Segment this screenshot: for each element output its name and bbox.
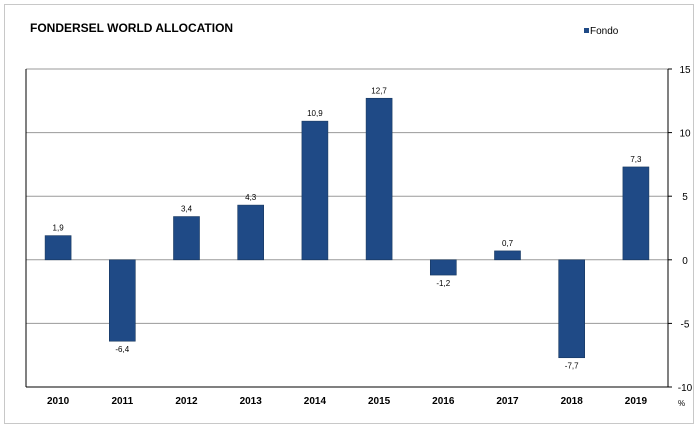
data-label-2019: 7,3 xyxy=(630,155,642,164)
bar-2017 xyxy=(494,250,521,261)
chart-title: FONDERSEL WORLD ALLOCATION xyxy=(30,21,233,35)
bar-2018 xyxy=(558,259,586,359)
x-tick-label-2018: 2018 xyxy=(561,396,584,407)
x-tick-label-2016: 2016 xyxy=(432,396,455,407)
bar-2014 xyxy=(301,120,329,261)
bar-2013 xyxy=(237,204,264,261)
y-tick-label--10: -10 xyxy=(678,383,693,394)
data-labels: 1,9 -6,4 3,4 4,3 10,9 12,7 -1,2 0,7 -7,7 7,3 xyxy=(53,86,642,370)
y-tick-labels: -10 -5 0 5 10 15 xyxy=(678,65,693,394)
x-tick-labels: 2010 2011 2012 2013 2014 2015 2016 2017 2018 2019 xyxy=(47,396,647,407)
bar-2011 xyxy=(109,259,136,342)
data-label-2016: -1,2 xyxy=(436,279,450,288)
bars xyxy=(44,97,650,359)
data-label-2017: 0,7 xyxy=(502,239,514,248)
legend-label-fondo: Fondo xyxy=(590,26,619,37)
y-tick-label-0: 0 xyxy=(682,256,688,267)
y-unit-label: % xyxy=(678,399,685,408)
data-label-2018: -7,7 xyxy=(565,362,579,371)
x-tick-label-2010: 2010 xyxy=(47,396,70,407)
y-tick-label-15: 15 xyxy=(679,65,691,76)
x-tick-label-2013: 2013 xyxy=(240,396,263,407)
legend-swatch-fondo xyxy=(584,28,589,33)
y-tick-label--5: -5 xyxy=(681,319,690,330)
bar-2010 xyxy=(44,235,72,261)
bar-2019 xyxy=(622,166,650,261)
axes xyxy=(25,68,672,388)
bar-2012 xyxy=(173,216,200,261)
data-label-2011: -6,4 xyxy=(115,345,129,354)
x-tick-label-2011: 2011 xyxy=(111,396,133,407)
y-tick-label-5: 5 xyxy=(682,192,688,203)
x-tick-label-2019: 2019 xyxy=(625,396,648,407)
legend: Fondo xyxy=(584,26,619,37)
bar-2015 xyxy=(365,97,393,261)
data-label-2012: 3,4 xyxy=(181,205,193,214)
data-label-2010: 1,9 xyxy=(53,224,65,233)
x-tick-label-2012: 2012 xyxy=(175,396,198,407)
x-tick-label-2017: 2017 xyxy=(496,396,519,407)
x-tick-label-2014: 2014 xyxy=(304,396,327,407)
x-tick-label-2015: 2015 xyxy=(368,396,391,407)
data-label-2013: 4,3 xyxy=(245,193,257,202)
y-tick-label-10: 10 xyxy=(679,129,691,140)
bar-2016 xyxy=(429,259,457,276)
data-label-2014: 10,9 xyxy=(307,109,323,118)
data-label-2015: 12,7 xyxy=(371,86,387,95)
